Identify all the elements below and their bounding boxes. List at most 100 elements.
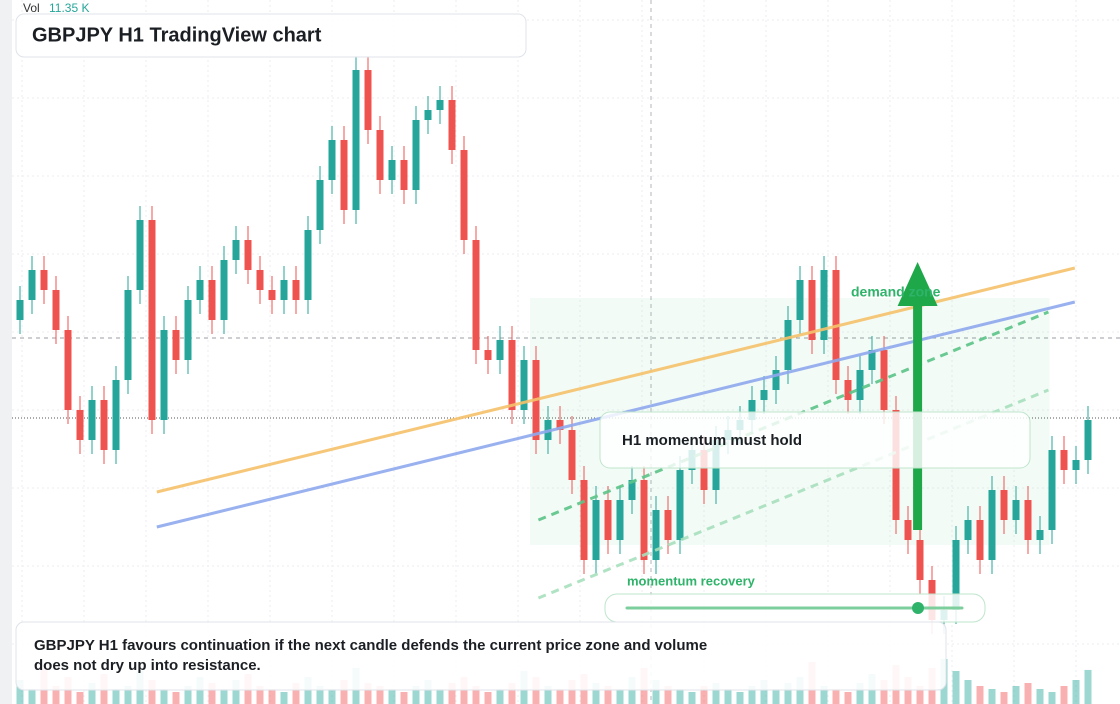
candle-body bbox=[1084, 420, 1092, 460]
volume-bar bbox=[1012, 686, 1020, 704]
volume-bar bbox=[772, 689, 780, 704]
volume-bar bbox=[880, 680, 888, 704]
trend-line bbox=[537, 388, 1049, 600]
candle-body bbox=[616, 500, 624, 540]
candle-body bbox=[628, 480, 636, 500]
volume-bar bbox=[1060, 686, 1068, 704]
volume-bar bbox=[508, 683, 516, 704]
candle-body bbox=[856, 370, 864, 400]
volume-bar bbox=[160, 689, 168, 704]
candle-body bbox=[40, 270, 48, 290]
candle-body bbox=[784, 320, 792, 370]
candle-body bbox=[904, 520, 912, 540]
volume-bar bbox=[292, 683, 300, 704]
volume-bar bbox=[496, 689, 504, 704]
candle-body bbox=[340, 140, 348, 210]
candle-body bbox=[1036, 530, 1044, 540]
volume-bar bbox=[856, 683, 864, 704]
volume-bar bbox=[724, 689, 732, 704]
volume-bar bbox=[820, 686, 828, 704]
candle-body bbox=[232, 240, 240, 260]
candle-body bbox=[964, 520, 972, 540]
volume-bar bbox=[736, 692, 744, 704]
volume-bar bbox=[172, 692, 180, 704]
volume-bar bbox=[268, 689, 276, 704]
candle-body bbox=[52, 290, 60, 330]
candle-body bbox=[700, 450, 708, 490]
volume-bar bbox=[784, 683, 792, 704]
candle-body bbox=[1060, 450, 1068, 470]
volume-bar bbox=[976, 686, 984, 704]
volume-bar bbox=[1072, 680, 1080, 704]
candle-body bbox=[760, 390, 768, 400]
note-box bbox=[599, 411, 1031, 469]
candle-body bbox=[196, 280, 204, 300]
volume-bar bbox=[436, 689, 444, 704]
volume-bar bbox=[964, 680, 972, 704]
candle-body bbox=[592, 500, 600, 560]
volume-bar bbox=[340, 680, 348, 704]
candle-body bbox=[208, 280, 216, 320]
candle-body bbox=[808, 280, 816, 340]
candle-body bbox=[76, 410, 84, 440]
volume-bar bbox=[568, 680, 576, 704]
candle-body bbox=[328, 140, 336, 180]
volume-bar bbox=[592, 683, 600, 704]
grid bbox=[12, 0, 1120, 704]
candle-body bbox=[772, 370, 780, 390]
candle-body bbox=[376, 130, 384, 180]
volume-bar bbox=[952, 671, 960, 704]
candle-body bbox=[844, 380, 852, 400]
volume-bar bbox=[748, 686, 756, 704]
slider-knob[interactable] bbox=[912, 602, 924, 614]
volume-bar bbox=[1048, 692, 1056, 704]
candle-layer bbox=[16, 56, 1092, 634]
caption: GBPJPY H1 favours continuation if the ne… bbox=[34, 637, 708, 674]
volume-bar bbox=[208, 683, 216, 704]
volume-bar bbox=[688, 692, 696, 704]
candle-body bbox=[124, 290, 132, 380]
volume-bar bbox=[1000, 692, 1008, 704]
candle-body bbox=[580, 480, 588, 560]
volume-bar bbox=[316, 686, 324, 704]
candle-body bbox=[880, 350, 888, 410]
candle-body bbox=[1012, 500, 1020, 520]
volume-bar bbox=[88, 683, 96, 704]
volume-bar bbox=[28, 689, 36, 704]
volume-bar bbox=[832, 689, 840, 704]
volume-bar bbox=[448, 683, 456, 704]
candle-body bbox=[16, 300, 24, 320]
candle-body bbox=[820, 270, 828, 340]
volume-bar bbox=[76, 692, 84, 704]
volume-bar bbox=[364, 683, 372, 704]
candle-body bbox=[748, 400, 756, 420]
candle-body bbox=[640, 480, 648, 560]
candle-body bbox=[64, 330, 72, 410]
volume-bar bbox=[1024, 683, 1032, 704]
candle-body bbox=[244, 240, 252, 270]
volume-bar bbox=[544, 686, 552, 704]
volume-bar bbox=[52, 686, 60, 704]
volume-bar bbox=[388, 689, 396, 704]
candle-body bbox=[568, 430, 576, 480]
candle-body bbox=[424, 110, 432, 120]
candle-body bbox=[664, 510, 672, 540]
candle-body bbox=[496, 340, 504, 360]
volume-bar bbox=[412, 686, 420, 704]
volume-bar bbox=[256, 686, 264, 704]
candle-body bbox=[268, 290, 276, 300]
candle-body bbox=[988, 490, 996, 560]
candle-body bbox=[520, 360, 528, 410]
candle-body bbox=[976, 520, 984, 560]
candle-body bbox=[184, 300, 192, 360]
volume-bar bbox=[604, 686, 612, 704]
volume-bar bbox=[916, 686, 924, 704]
candle-body bbox=[604, 500, 612, 540]
candle-body bbox=[388, 160, 396, 180]
volume-bar bbox=[616, 689, 624, 704]
volume-bar bbox=[472, 686, 480, 704]
candle-body bbox=[100, 400, 108, 450]
candle-body bbox=[916, 540, 924, 580]
candle-body bbox=[88, 400, 96, 440]
